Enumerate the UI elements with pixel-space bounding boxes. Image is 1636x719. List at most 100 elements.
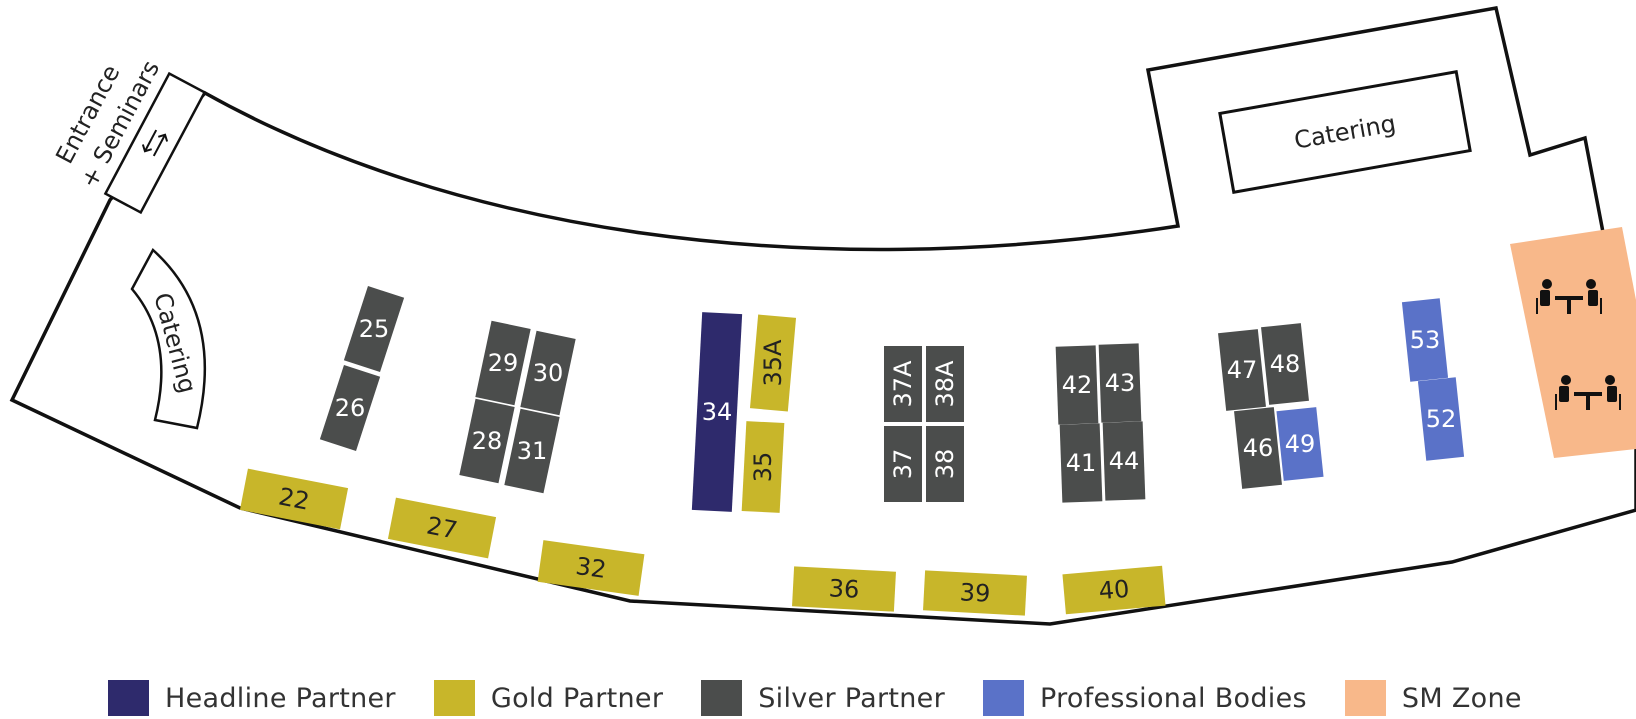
- booth-rect: [1401, 298, 1449, 382]
- booth-25[interactable]: 25: [343, 286, 405, 372]
- booth-rect: [792, 566, 896, 612]
- legend-label: SM Zone: [1401, 682, 1522, 714]
- booth-label: 40: [1098, 575, 1131, 606]
- booth-rect: [1062, 565, 1166, 615]
- booth-label: 48: [1270, 350, 1301, 378]
- booth-rect: [1059, 423, 1103, 503]
- booth-label: 53: [1410, 326, 1441, 354]
- catering-right-area[interactable]: Catering: [1218, 70, 1472, 194]
- legend-item-smzone: SM Zone: [1344, 680, 1522, 716]
- booth-46[interactable]: 46: [1234, 407, 1282, 489]
- booth-35[interactable]: 35: [741, 421, 785, 513]
- booth-rect: [343, 286, 405, 372]
- booth-rect: [884, 426, 922, 502]
- booth-38[interactable]: 38: [926, 426, 964, 502]
- booth-rect: [239, 468, 349, 530]
- people-at-table-icon: [1555, 375, 1621, 410]
- booth-27[interactable]: 27: [387, 497, 497, 559]
- booth-rect: [926, 426, 964, 502]
- booth-label: 35A: [759, 339, 787, 387]
- booth-label: 38A: [931, 360, 959, 408]
- booth-rect: [1102, 421, 1146, 501]
- sm-zone[interactable]: [1510, 227, 1636, 458]
- legend-label: Headline Partner: [165, 682, 396, 714]
- booth-label: 52: [1426, 405, 1457, 433]
- booth-label: 42: [1062, 371, 1093, 399]
- booth-rect: [884, 346, 922, 422]
- booth-53[interactable]: 53: [1401, 298, 1449, 382]
- booth-label: 49: [1285, 430, 1316, 458]
- booth-label: 35: [749, 452, 777, 483]
- booth-30[interactable]: 30: [520, 330, 576, 416]
- booth-rect: [926, 346, 964, 422]
- legend-swatch-professional: [982, 680, 1024, 716]
- booths-layer: 34 35A 35 22 27 32 36 39 40 25 26 29 30 28 31 37A 38A 37 3…: [239, 286, 1465, 616]
- booth-22[interactable]: 22: [239, 468, 349, 530]
- booth-label: 46: [1243, 434, 1274, 462]
- legend: Headline Partner Gold Partner Silver Par…: [108, 680, 1560, 716]
- booth-rect: [1261, 323, 1309, 405]
- legend-swatch-smzone: [1344, 680, 1386, 716]
- booth-29[interactable]: 29: [475, 320, 531, 406]
- double-arrow-icon: [141, 129, 169, 157]
- booth-34[interactable]: 34: [691, 312, 743, 512]
- catering-left-area[interactable]: [130, 248, 207, 430]
- booth-44[interactable]: 44: [1102, 421, 1146, 501]
- booth-label: 43: [1105, 369, 1136, 397]
- booth-39[interactable]: 39: [923, 570, 1027, 616]
- booth-37[interactable]: 37: [884, 426, 922, 502]
- booth-42[interactable]: 42: [1055, 345, 1099, 425]
- legend-label: Professional Bodies: [1039, 682, 1307, 714]
- booth-43[interactable]: 43: [1098, 343, 1142, 423]
- booth-label: 37: [889, 449, 917, 480]
- booth-label: 44: [1109, 447, 1140, 475]
- booth-36[interactable]: 36: [792, 566, 896, 612]
- booth-label: 34: [702, 398, 733, 426]
- legend-swatch-gold: [433, 680, 475, 716]
- booth-32[interactable]: 32: [537, 540, 645, 596]
- booth-31[interactable]: 31: [504, 408, 560, 494]
- booth-rect: [520, 330, 576, 416]
- booth-rect: [387, 497, 497, 559]
- booth-rect: [1218, 329, 1266, 411]
- booth-label: 37A: [889, 360, 917, 408]
- legend-swatch-headline: [108, 680, 149, 716]
- booth-52[interactable]: 52: [1417, 377, 1465, 461]
- booth-26[interactable]: 26: [319, 365, 381, 451]
- booth-label: 30: [533, 359, 564, 387]
- booth-label: 39: [959, 578, 991, 608]
- booth-label: 36: [828, 574, 860, 604]
- booth-35a[interactable]: 35A: [749, 314, 797, 412]
- booth-label: 28: [472, 427, 503, 455]
- booth-28[interactable]: 28: [459, 398, 515, 484]
- booth-rect: [504, 408, 560, 494]
- booth-37a[interactable]: 37A: [884, 346, 922, 422]
- booth-48[interactable]: 48: [1261, 323, 1309, 405]
- legend-item-silver: Silver Partner: [701, 680, 945, 716]
- booth-label: 47: [1227, 356, 1258, 384]
- legend-label: Gold Partner: [490, 682, 664, 714]
- booth-rect: [537, 540, 645, 596]
- booth-label: 38: [931, 449, 959, 480]
- legend-item-headline: Headline Partner: [108, 680, 396, 716]
- booth-rect: [459, 398, 515, 484]
- floor-plan-map: Entrance + Seminars Catering Catering 34…: [9, 5, 1636, 626]
- booth-rect: [691, 312, 743, 512]
- booth-41[interactable]: 41: [1059, 423, 1103, 503]
- entrance-doorway[interactable]: [103, 71, 207, 215]
- booth-40[interactable]: 40: [1062, 565, 1166, 615]
- legend-swatch-silver: [701, 680, 743, 716]
- legend-item-gold: Gold Partner: [433, 680, 664, 716]
- booth-49[interactable]: 49: [1276, 407, 1324, 481]
- legend-item-professional: Professional Bodies: [982, 680, 1307, 716]
- booth-label: 29: [488, 349, 519, 377]
- booth-rect: [749, 314, 797, 412]
- booth-label: 32: [574, 552, 608, 584]
- booth-rect: [475, 320, 531, 406]
- booth-label: 22: [276, 482, 311, 515]
- booth-rect: [1417, 377, 1465, 461]
- legend-label: Silver Partner: [758, 682, 945, 714]
- booth-38a[interactable]: 38A: [926, 346, 964, 422]
- booth-47[interactable]: 47: [1218, 329, 1266, 411]
- booth-label: 25: [359, 315, 390, 343]
